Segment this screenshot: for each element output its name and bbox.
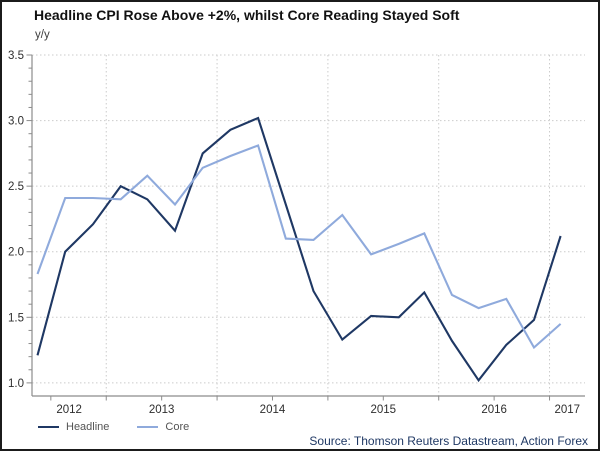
legend-label-headline: Headline bbox=[66, 421, 110, 433]
headline-series-line bbox=[36, 116, 562, 383]
chart-title: Headline CPI Rose Above +2%, whilst Core… bbox=[34, 7, 460, 23]
source-note: Source: Thomson Reuters Datastream, Acti… bbox=[309, 434, 588, 448]
y-tick-label: 2.0 bbox=[8, 247, 24, 259]
y-tick-label: 3.0 bbox=[8, 116, 24, 128]
y-tick-label: 1.5 bbox=[8, 312, 24, 324]
core-series-line bbox=[36, 144, 562, 350]
x-tick-label: 2014 bbox=[260, 404, 286, 416]
legend: Headline Core bbox=[38, 421, 189, 433]
legend-label-core: Core bbox=[165, 421, 190, 433]
legend-item-headline: Headline bbox=[38, 421, 109, 433]
headline-line-swatch bbox=[38, 426, 59, 428]
x-tick-label: 2013 bbox=[149, 404, 175, 416]
x-tick-label: 2012 bbox=[56, 404, 82, 416]
core-line-swatch bbox=[137, 426, 159, 428]
y-tick-label: 3.5 bbox=[8, 50, 24, 62]
legend-item-core: Core bbox=[137, 421, 189, 433]
x-tick-label: 2015 bbox=[371, 404, 397, 416]
y-tick-label: 1.0 bbox=[8, 378, 24, 390]
y-tick-label: 2.5 bbox=[8, 181, 24, 193]
y-axis-unit-label: y/y bbox=[35, 29, 50, 41]
x-tick-label: 2017 bbox=[554, 404, 580, 416]
x-tick-label: 2016 bbox=[481, 404, 507, 416]
